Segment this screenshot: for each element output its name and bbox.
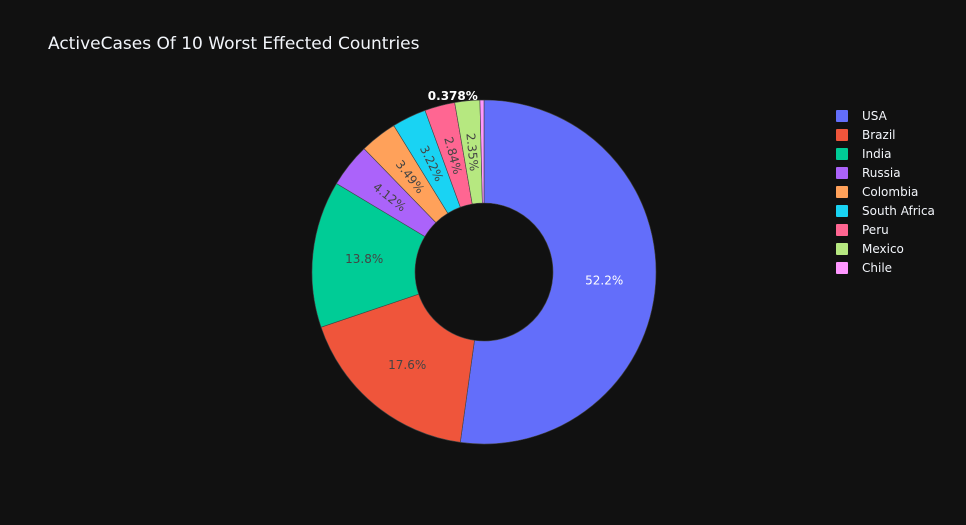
- legend-swatch: [836, 109, 848, 122]
- legend-swatch: [836, 204, 848, 217]
- legend-item-colombia[interactable]: Colombia: [836, 182, 935, 201]
- legend-label: Brazil: [862, 127, 896, 142]
- slice-label-mexico: 2.35%: [463, 132, 481, 171]
- legend-item-mexico[interactable]: Mexico: [836, 239, 935, 258]
- legend-item-russia[interactable]: Russia: [836, 163, 935, 182]
- legend-swatch: [836, 166, 848, 179]
- legend-label: Colombia: [862, 184, 919, 199]
- slice-usa[interactable]: [459, 99, 657, 445]
- legend-item-usa[interactable]: USA: [836, 106, 935, 125]
- legend-label: India: [862, 146, 892, 161]
- legend-item-india[interactable]: India: [836, 144, 935, 163]
- legend-item-chile[interactable]: Chile: [836, 258, 935, 277]
- legend-item-south-africa[interactable]: South Africa: [836, 201, 935, 220]
- legend-label: Peru: [862, 222, 889, 237]
- legend-swatch: [836, 261, 848, 274]
- slice-label-chile: 0.378%: [428, 89, 478, 103]
- legend-swatch: [836, 128, 848, 141]
- legend-swatch: [836, 185, 848, 198]
- legend-label: South Africa: [862, 203, 935, 218]
- chart-title: ActiveCases Of 10 Worst Effected Countri…: [48, 34, 420, 54]
- slice-brazil[interactable]: [320, 293, 475, 443]
- legend: USA Brazil India Russia Colombia South Africa…: [836, 106, 935, 277]
- slice-chile[interactable]: [479, 99, 485, 204]
- legend-label: Mexico: [862, 241, 904, 256]
- legend-swatch: [836, 223, 848, 236]
- slice-india[interactable]: [311, 183, 426, 328]
- slices-layer: [311, 99, 657, 445]
- legend-item-brazil[interactable]: Brazil: [836, 125, 935, 144]
- slice-label-brazil: 17.6%: [388, 358, 426, 372]
- legend-swatch: [836, 242, 848, 255]
- legend-label: Chile: [862, 260, 893, 275]
- legend-label: USA: [862, 108, 887, 123]
- legend-swatch: [836, 147, 848, 160]
- slice-label-india: 13.8%: [345, 252, 383, 266]
- legend-label: Russia: [862, 165, 901, 180]
- legend-item-peru[interactable]: Peru: [836, 220, 935, 239]
- slice-label-usa: 52.2%: [585, 273, 623, 287]
